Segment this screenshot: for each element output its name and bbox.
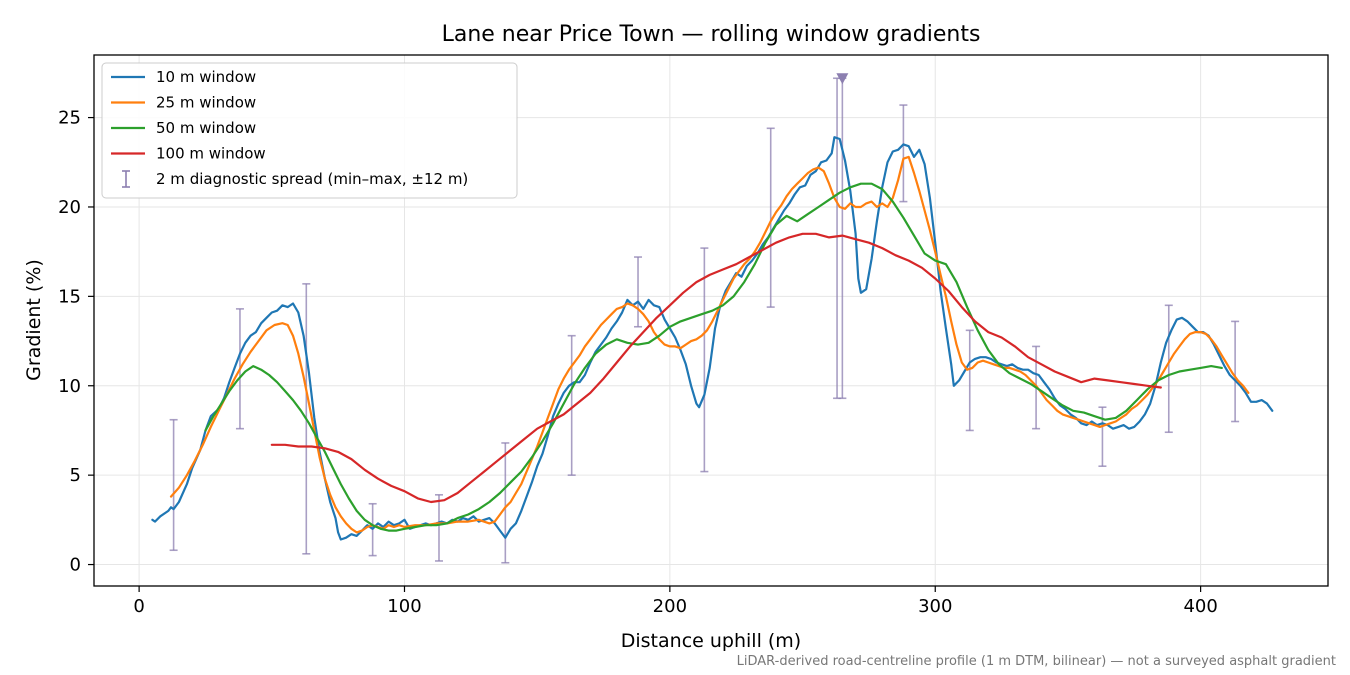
x-tick-label: 200	[653, 596, 687, 617]
errorbar	[766, 127, 775, 308]
marker-layer	[836, 73, 849, 85]
errorbar	[965, 329, 974, 432]
errorbar	[567, 334, 576, 476]
y-tick-label: 5	[70, 465, 81, 486]
legend-label: 10 m window	[156, 68, 256, 86]
y-axis: 0 5 10 15 20 25	[58, 108, 94, 576]
plot-frame	[93, 54, 1329, 587]
legend-item: 2 m diagnostic spread (min–max, ±12 m)	[122, 170, 468, 188]
legend-box	[101, 62, 518, 199]
errorbar	[634, 256, 643, 328]
legend-swatch	[122, 170, 130, 188]
legend: 10 m window 25 m window 50 m window 100 m w…	[101, 62, 518, 199]
x-tick-label: 300	[918, 596, 952, 617]
errorbar	[700, 247, 709, 473]
errorbar	[434, 494, 443, 562]
y-tick-label: 15	[58, 286, 81, 307]
x-tick-label: 400	[1183, 596, 1217, 617]
x-tick-label: 100	[387, 596, 421, 617]
errorbar	[501, 442, 510, 564]
errorbar	[1098, 406, 1107, 468]
y-tick-label: 20	[58, 197, 81, 218]
legend-item: 25 m window	[111, 94, 256, 112]
footnote: LiDAR-derived road-centreline profile (1…	[737, 654, 1336, 669]
series-layer	[151, 136, 1274, 541]
x-tick-label: 0	[133, 596, 144, 617]
series-50-m-window	[204, 182, 1223, 532]
series-100-m-window	[270, 232, 1162, 504]
y-axis-label: Gradient (%)	[23, 259, 45, 381]
legend-item: 10 m window	[111, 68, 256, 86]
legend-label: 25 m window	[156, 94, 256, 112]
legend-item: 100 m window	[111, 145, 266, 163]
legend-label: 100 m window	[156, 145, 266, 163]
legend-item: 50 m window	[111, 119, 256, 137]
y-tick-label: 25	[58, 108, 81, 129]
errorbar	[169, 418, 178, 552]
y-tick-label: 0	[70, 555, 81, 576]
peak-marker	[836, 73, 849, 85]
x-axis: 0 100 200 300 400	[133, 586, 1218, 617]
errorbar	[899, 104, 908, 203]
legend-label: 50 m window	[156, 119, 256, 137]
y-tick-label: 10	[58, 376, 81, 397]
chart-title: Lane near Price Town — rolling window gr…	[442, 22, 981, 47]
legend-label: 2 m diagnostic spread (min–max, ±12 m)	[156, 170, 468, 188]
series-10-m-window	[151, 136, 1274, 541]
errorbar	[1231, 320, 1240, 423]
errorbar	[1164, 304, 1173, 434]
x-axis-label: Distance uphill (m)	[621, 630, 801, 652]
